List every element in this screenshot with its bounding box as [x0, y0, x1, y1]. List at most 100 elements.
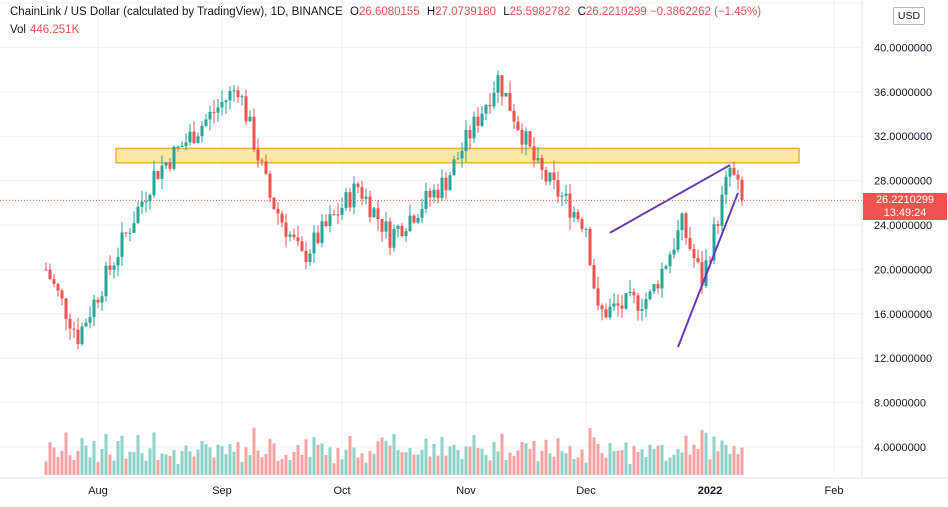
- volume-bar: [432, 443, 436, 475]
- x-tick-label: Dec: [576, 485, 596, 497]
- y-tick-label: 28.0000000: [874, 176, 932, 188]
- candle-body: [724, 176, 728, 195]
- volume-bar: [396, 450, 400, 475]
- candle-body: [616, 303, 620, 306]
- volume-bar: [560, 451, 564, 475]
- candle-body: [520, 130, 524, 145]
- candle-body: [560, 195, 564, 197]
- volume-bar: [516, 450, 520, 475]
- candle-body: [132, 223, 136, 233]
- candle-body: [124, 232, 128, 234]
- candle-body: [416, 217, 420, 223]
- candle-body: [92, 299, 96, 317]
- volume-bar: [256, 450, 260, 475]
- x-tick-label: Oct: [333, 485, 350, 497]
- legend-low: 25.5982782: [509, 6, 571, 18]
- candle-body: [372, 208, 376, 218]
- candle-body: [72, 328, 76, 330]
- volume-bar: [200, 440, 204, 475]
- volume-bar: [416, 454, 420, 475]
- candle-body: [156, 171, 160, 179]
- volume-bar: [528, 448, 532, 475]
- candle-body: [200, 125, 204, 137]
- volume-bar: [504, 459, 508, 475]
- legend-pair: ChainLink / US Dollar (calculated by Tra…: [10, 6, 343, 18]
- volume-bar: [124, 458, 128, 475]
- volume-bar: [588, 428, 592, 475]
- candle-body: [100, 296, 104, 303]
- volume-bar: [80, 438, 84, 475]
- candle-body: [276, 209, 280, 214]
- volume-value: 446.251K: [30, 24, 80, 36]
- candle-body: [400, 225, 404, 237]
- y-tick-label: 4.0000000: [874, 442, 926, 454]
- volume-bar: [164, 454, 168, 475]
- candle-body: [324, 221, 328, 227]
- candle-body: [288, 234, 292, 237]
- legend-close-label: C: [577, 6, 586, 18]
- volume-bar: [184, 445, 188, 475]
- volume-bar: [284, 454, 288, 475]
- candle-body: [344, 192, 348, 208]
- candle-body: [232, 90, 236, 92]
- volume-bar: [104, 434, 108, 475]
- volume-bar: [608, 442, 612, 475]
- candle-body: [164, 162, 168, 166]
- candle-body: [64, 298, 68, 319]
- candle-body: [332, 214, 336, 216]
- candle-body: [260, 160, 264, 162]
- volume-bar: [708, 459, 712, 475]
- candle-body: [44, 269, 48, 271]
- candle-body: [628, 291, 632, 294]
- candle-body: [728, 167, 732, 177]
- volume-bar: [304, 439, 308, 475]
- candle-body: [224, 100, 228, 103]
- candle-body: [672, 249, 676, 255]
- candle-body: [368, 196, 372, 218]
- currency-button[interactable]: USD: [893, 7, 925, 25]
- volume-bar: [212, 457, 216, 475]
- volume-bar: [408, 447, 412, 475]
- candle-body: [736, 174, 740, 180]
- volume-bar: [260, 457, 264, 475]
- volume-bar: [44, 461, 48, 475]
- volume-bar: [380, 437, 384, 475]
- volume-bar: [580, 449, 584, 475]
- candle-body: [348, 192, 352, 208]
- volume-bar: [592, 437, 596, 475]
- volume-bar: [252, 427, 256, 475]
- volume-bar: [324, 455, 328, 475]
- candle-body: [432, 189, 436, 198]
- candle-body: [384, 221, 388, 232]
- y-tick-label: 20.0000000: [874, 264, 932, 276]
- candle-body: [640, 309, 644, 311]
- volume-bar: [456, 450, 460, 475]
- volume-bar: [648, 444, 652, 475]
- volume-bar: [160, 453, 164, 475]
- candle-body: [144, 201, 148, 203]
- volume-bar: [412, 454, 416, 475]
- candle-body: [428, 190, 432, 198]
- volume-bar: [484, 455, 488, 475]
- legend-high-label: H: [426, 6, 436, 18]
- volume-bar: [492, 442, 496, 475]
- candle-body: [172, 146, 176, 169]
- volume-bar: [684, 435, 688, 475]
- volume-bar: [636, 452, 640, 475]
- candle-body: [568, 193, 572, 218]
- candle-body: [708, 260, 712, 262]
- candle-body: [600, 305, 604, 310]
- volume-label: Vol: [10, 24, 26, 36]
- candle-body: [608, 306, 612, 318]
- volume-bar: [60, 450, 64, 475]
- candle-body: [648, 291, 652, 300]
- candle-body: [652, 284, 656, 292]
- candle-body: [512, 110, 516, 122]
- candle-body: [612, 303, 616, 307]
- volume-bar: [448, 446, 452, 475]
- candle-body: [740, 179, 744, 201]
- y-tick-label: 8.0000000: [874, 398, 926, 410]
- candle-body: [312, 232, 316, 254]
